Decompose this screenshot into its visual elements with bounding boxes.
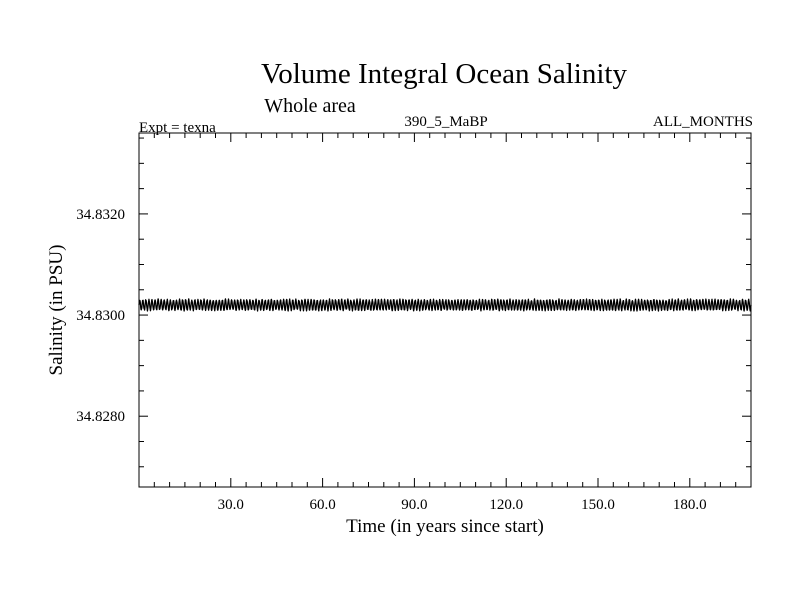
x-axis-label: Time (in years since start): [346, 516, 544, 537]
y-tick-label: 34.8320: [76, 207, 125, 223]
run-label: 390_5_MaBP: [404, 114, 487, 130]
x-tick-label: 90.0: [401, 497, 427, 513]
x-tick-label: 180.0: [673, 497, 707, 513]
x-tick-label: 30.0: [218, 497, 244, 513]
chart-subtitle: Whole area: [264, 95, 356, 117]
y-tick-label: 34.8300: [76, 308, 125, 324]
x-tick-labels: 30.0 60.0 90.0 120.0 150.0 180.0: [218, 497, 707, 513]
months-label: ALL_MONTHS: [653, 114, 753, 130]
y-tick-labels: 34.8280 34.8300 34.8320: [76, 207, 125, 425]
x-tick-label: 60.0: [309, 497, 335, 513]
x-tick-label: 150.0: [581, 497, 615, 513]
chart-title: Volume Integral Ocean Salinity: [261, 58, 627, 90]
experiment-label: Expt = texna: [139, 120, 216, 136]
axis-ticks: [139, 133, 751, 487]
x-tick-label: 120.0: [489, 497, 523, 513]
series-line-salinity: [138, 298, 752, 312]
y-tick-label: 34.8280: [76, 409, 125, 425]
y-axis-label: Salinity (in PSU): [46, 245, 67, 376]
